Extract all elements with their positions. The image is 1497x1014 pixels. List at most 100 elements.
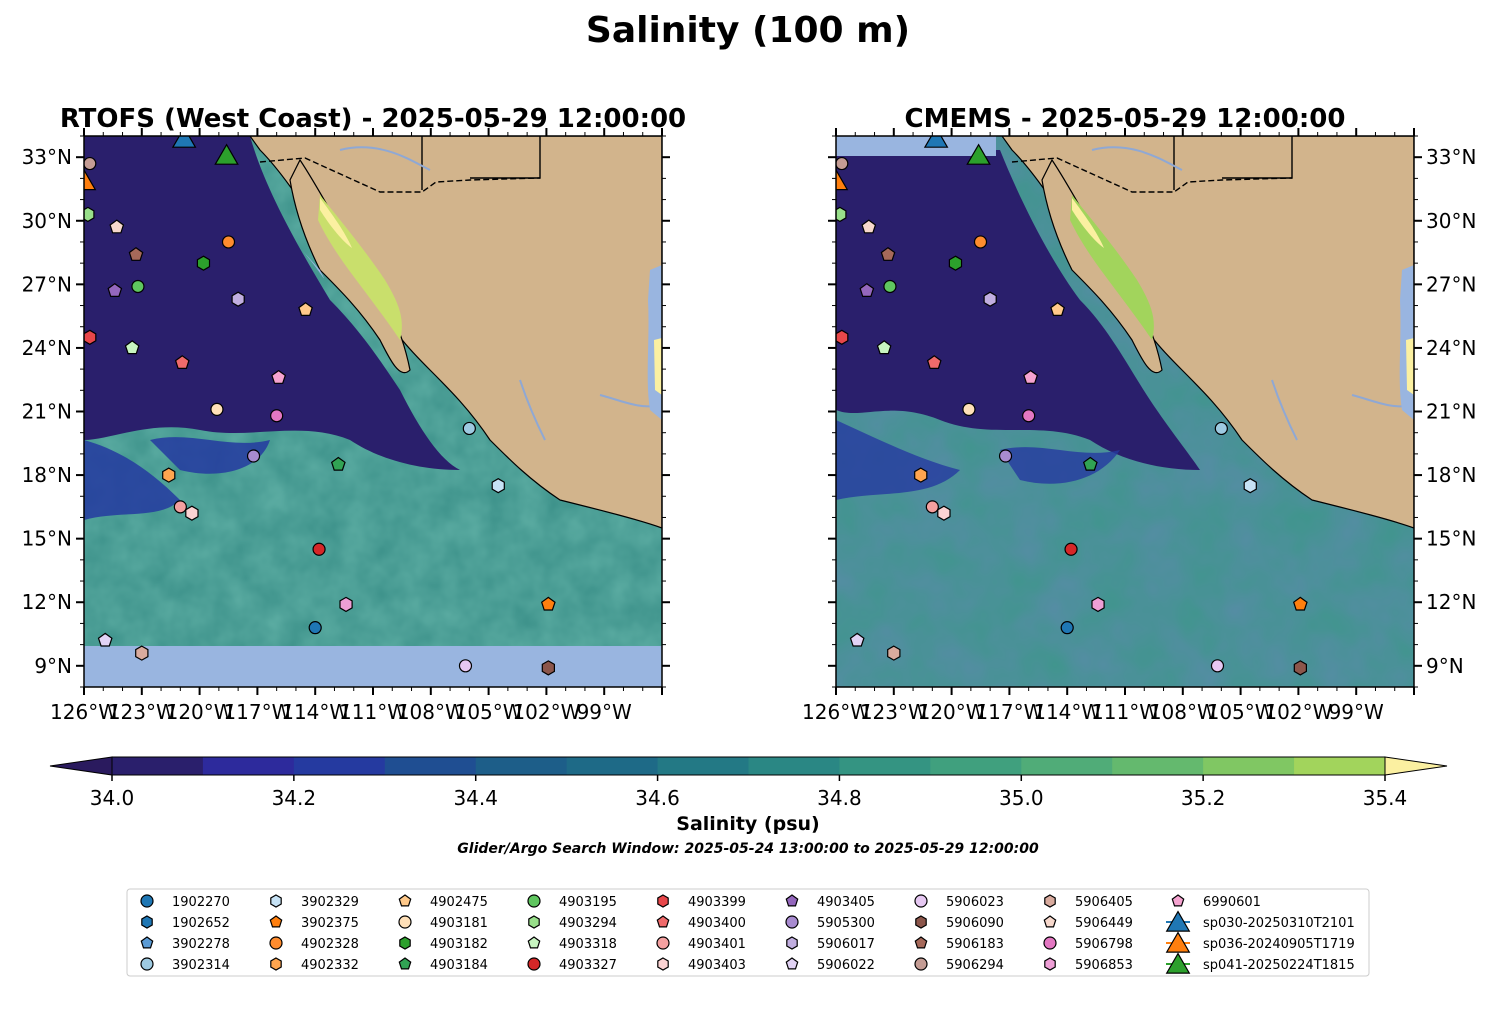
legend-marker — [786, 936, 798, 950]
search-window-note: Glider/Argo Search Window: 2025-05-24 13… — [457, 841, 1039, 857]
colorbar: 34.0 34.2 34.4 34.6 34.8 35.0 35.2 35.4 Salinit… — [49, 756, 1448, 835]
argo-float-marker — [926, 355, 942, 369]
low-salinity-core — [84, 136, 460, 470]
legend-label: 4903181 — [430, 916, 488, 931]
legend-marker — [785, 894, 799, 907]
salinity-field-cmems — [836, 136, 1414, 687]
legend-label: 4903294 — [559, 916, 617, 931]
low-salinity-core — [836, 150, 1200, 470]
legend-label: 4903327 — [559, 958, 617, 973]
y-tick-label: 24°N — [1426, 336, 1476, 360]
legend-label: 5906449 — [1075, 916, 1133, 931]
argo-float-marker — [312, 542, 326, 556]
argo-float-marker — [84, 206, 95, 223]
state-line — [421, 136, 541, 190]
y-tick-label: 30°N — [1426, 209, 1476, 233]
legend-label: 1902652 — [172, 916, 230, 931]
argo-float-marker — [330, 456, 346, 471]
x-tick-label: 111°W — [339, 700, 407, 724]
argo-float-marker — [1091, 596, 1105, 613]
argo-float-marker — [173, 500, 187, 514]
argo-float-marker — [849, 632, 865, 647]
y-tick-label: 33°N — [22, 145, 72, 169]
nodata-band — [84, 646, 662, 687]
legend-label: 5906090 — [946, 916, 1004, 931]
argo-float-marker — [925, 500, 939, 514]
salinity-field-rtofs — [84, 136, 662, 687]
argo-float-marker — [221, 235, 236, 249]
nodata-top — [836, 136, 996, 156]
y-tick-label: 15°N — [1426, 527, 1476, 551]
legend-label: 6990601 — [1203, 895, 1261, 910]
glider-marker — [171, 136, 197, 148]
legend-label: 4903182 — [430, 937, 488, 952]
colorbar-tick-label: 34.2 — [272, 786, 317, 810]
colorbar-frame — [111, 756, 1386, 776]
colorbar-extend-over — [1384, 756, 1448, 776]
colorbar-cell — [930, 757, 1022, 775]
legend-label: 3902329 — [301, 895, 359, 910]
x-tick-label: 105°W — [1207, 700, 1275, 724]
argo-float-marker — [983, 291, 997, 307]
argo-float-marker — [185, 505, 199, 521]
x-ticks-rtofs: 126°W123°W120°W117°W114°W111°W108°W105°W… — [50, 128, 663, 724]
east-coast-hi — [1406, 338, 1414, 395]
legend-glider-marker — [1165, 952, 1191, 974]
y-tick-label: 27°N — [1426, 272, 1476, 296]
legend-marker — [656, 936, 670, 950]
legend-marker — [528, 915, 540, 929]
legend-marker — [1171, 894, 1185, 907]
legend-marker — [398, 894, 412, 907]
x-tick-label: 114°W — [281, 700, 349, 724]
argo-float-marker — [887, 645, 901, 661]
argo-float-marker — [270, 409, 284, 423]
argo-float-marker — [109, 219, 125, 234]
legend-label: 4903400 — [688, 916, 746, 931]
legend-glider-marker — [1165, 931, 1191, 953]
legend-label: 4903184 — [430, 958, 488, 973]
y-ticks-cmems: 9°N 12°N 15°N 18°N 21°N 24°N 27°N 30°N 33°N — [828, 135, 1476, 688]
legend-marker — [656, 915, 670, 928]
argo-float-marker — [107, 282, 123, 297]
colorbar-cell — [475, 757, 568, 775]
colorbar-cell — [566, 757, 659, 775]
argo-float-marker — [84, 156, 97, 171]
legend-marker — [785, 957, 799, 970]
colorbar-cell — [839, 757, 931, 775]
argo-float-marker — [1023, 369, 1039, 384]
colorbar-cell — [1021, 757, 1113, 775]
x-tick-label: 99°W — [1329, 700, 1384, 724]
argo-float-marker — [1243, 478, 1257, 494]
colorbar-tick-label: 35.4 — [1363, 786, 1408, 810]
x-tick-label: 99°W — [577, 700, 632, 724]
y-tick-label: 12°N — [1426, 590, 1476, 614]
argo-float-marker — [1060, 621, 1074, 635]
colorbar-cell — [293, 757, 386, 775]
x-tick-label: 102°W — [512, 700, 580, 724]
argo-float-marker — [231, 291, 245, 307]
argo-float-marker — [1214, 421, 1228, 436]
colorbar-tick-label: 34.6 — [635, 786, 680, 810]
argo-float-marker — [128, 246, 144, 261]
legend-label: 4903403 — [688, 958, 746, 973]
x-tick-label: 123°W — [860, 700, 928, 724]
argo-float-marker — [308, 621, 322, 635]
border-dashed — [1011, 157, 1293, 193]
legend-label: 5906183 — [946, 937, 1004, 952]
y-tick-label: 27°N — [22, 272, 72, 296]
legend-label: 4903401 — [688, 937, 746, 952]
y-tick-label: 15°N — [22, 527, 72, 551]
colorbar-label: Salinity (psu) — [676, 813, 819, 835]
x-tick-label: 111°W — [1091, 700, 1159, 724]
legend: 1902270 1902652 3902278 3902314 3902329 39023… — [126, 888, 1370, 977]
y-tick-label: 9°N — [1426, 654, 1464, 678]
argo-float-marker — [84, 329, 97, 345]
argo-float-marker — [196, 255, 211, 271]
legend-marker — [270, 957, 282, 971]
glider-marker — [966, 143, 991, 165]
colorbar-ticks: 34.0 34.2 34.4 34.6 34.8 35.0 35.2 35.4 — [90, 775, 1408, 810]
argo-float-marker — [937, 505, 951, 521]
argo-float-marker — [880, 246, 896, 261]
argo-float-marker — [491, 478, 505, 494]
glider-marker — [923, 136, 949, 148]
